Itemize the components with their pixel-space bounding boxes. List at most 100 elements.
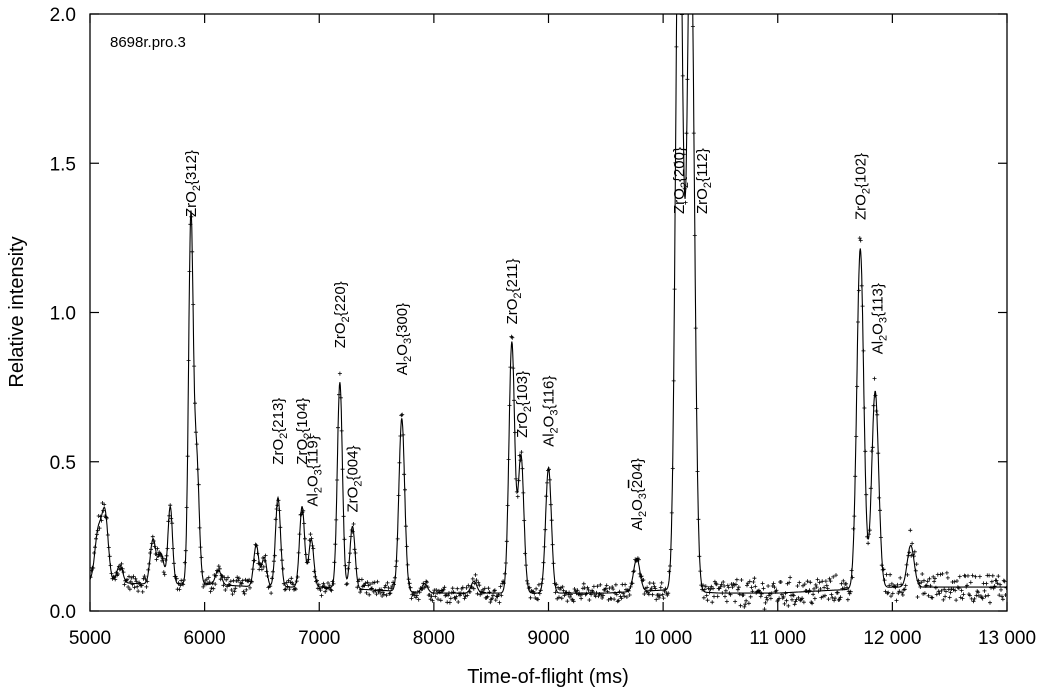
data-point (863, 449, 867, 453)
data-point (388, 591, 392, 595)
data-point (210, 586, 214, 590)
data-point (720, 591, 724, 595)
data-point (786, 604, 790, 608)
data-point (407, 577, 411, 581)
data-point (660, 581, 664, 585)
data-point (853, 474, 857, 478)
data-point (869, 486, 873, 490)
data-point (272, 559, 276, 563)
peak-label: ZrO2{112} (694, 148, 714, 214)
data-point (166, 519, 170, 523)
data-point (93, 545, 97, 549)
data-point (788, 576, 792, 580)
data-point (393, 576, 397, 580)
data-point (762, 587, 766, 591)
data-point (503, 572, 507, 576)
data-point (623, 583, 627, 587)
data-point (860, 284, 864, 288)
data-point (685, 77, 689, 81)
x-tick-label: 6000 (183, 628, 225, 649)
data-point (520, 467, 524, 471)
data-point (504, 561, 508, 565)
data-point (309, 532, 313, 536)
data-point (852, 514, 856, 518)
data-point (456, 600, 460, 604)
data-point (265, 574, 269, 578)
data-point (107, 546, 111, 550)
x-tick-label: 8000 (413, 628, 455, 649)
data-point (958, 575, 962, 579)
data-point (166, 546, 170, 550)
data-point (190, 250, 194, 254)
data-point (304, 553, 308, 557)
data-point (167, 514, 171, 518)
data-point (915, 562, 919, 566)
peak-label: ZrO2{200} (671, 147, 691, 214)
data-point (990, 580, 994, 584)
data-point (543, 528, 547, 532)
data-point (334, 518, 338, 522)
data-point (344, 582, 348, 586)
data-point (659, 585, 663, 589)
data-point (522, 518, 526, 522)
data-point (888, 573, 892, 577)
data-point (200, 570, 204, 574)
data-point (567, 591, 571, 595)
data-point (725, 600, 729, 604)
data-point (169, 517, 173, 521)
data-point (735, 578, 739, 582)
data-point (235, 575, 239, 579)
data-point (652, 581, 656, 585)
data-point (668, 564, 672, 568)
data-point (989, 586, 993, 590)
data-point (790, 598, 794, 602)
data-point (878, 508, 882, 512)
data-point (879, 536, 883, 540)
data-point (724, 589, 728, 593)
data-point (954, 598, 958, 602)
data-point (614, 583, 618, 587)
data-point (358, 590, 362, 594)
data-point (745, 583, 749, 587)
data-point (424, 579, 428, 583)
peak-label: Al2O3{116} (541, 376, 561, 447)
data-point (110, 572, 114, 576)
data-point (932, 580, 936, 584)
data-point (376, 580, 380, 584)
data-point (871, 445, 875, 449)
data-point (320, 594, 324, 598)
data-point (694, 326, 698, 330)
data-point (526, 582, 530, 586)
x-tick-label: 12 000 (863, 628, 921, 649)
data-point (545, 481, 549, 485)
data-point (187, 359, 191, 363)
data-point (736, 588, 740, 592)
data-point (281, 567, 285, 571)
data-point (491, 593, 495, 597)
data-point (92, 551, 96, 555)
data-point (743, 602, 747, 606)
data-point (850, 568, 854, 572)
data-point (972, 597, 976, 601)
data-point (395, 559, 399, 563)
data-point (868, 528, 872, 532)
data-point (935, 592, 939, 596)
y-tick-label: 0.5 (50, 453, 76, 474)
data-point (417, 598, 421, 602)
data-point (226, 576, 230, 580)
data-point (122, 583, 126, 587)
data-point (271, 570, 275, 574)
data-point (486, 586, 490, 590)
data-point (297, 551, 301, 555)
data-point (750, 585, 754, 589)
data-point (345, 582, 349, 586)
data-point (474, 573, 478, 577)
data-point (895, 599, 899, 603)
data-point (726, 584, 730, 588)
data-point (825, 584, 829, 588)
data-point (238, 584, 242, 588)
data-point (494, 598, 498, 602)
data-point (769, 596, 773, 600)
data-point (405, 544, 409, 548)
data-point (874, 409, 878, 413)
